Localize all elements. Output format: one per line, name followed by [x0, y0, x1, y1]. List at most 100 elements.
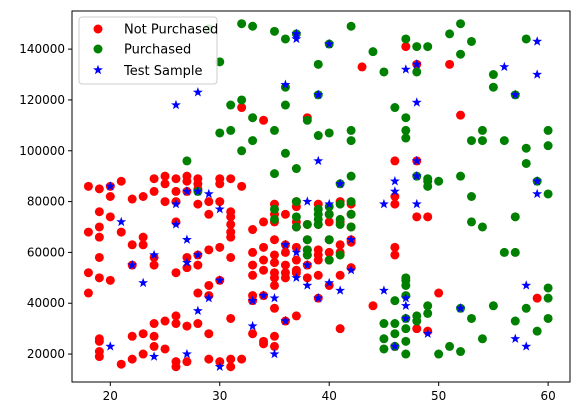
data-point [116, 227, 126, 237]
data-point [423, 212, 433, 222]
x-tick-label: 30 [212, 389, 227, 403]
data-point [226, 354, 236, 364]
data-point [401, 280, 411, 290]
test-sample-point [138, 277, 149, 288]
data-point [302, 219, 312, 229]
test-sample-point [346, 264, 357, 275]
data-point [226, 212, 236, 222]
data-point [149, 260, 159, 270]
data-point [390, 329, 400, 339]
test-sample-point [324, 198, 335, 209]
data-point [412, 212, 422, 222]
data-point [94, 207, 104, 217]
data-point [215, 128, 225, 138]
data-point [204, 209, 214, 219]
data-point [401, 133, 411, 143]
data-point [248, 260, 258, 270]
data-point [488, 82, 498, 92]
data-point [302, 115, 312, 125]
legend-marker-purchased [93, 44, 103, 54]
data-point [466, 192, 476, 201]
test-sample-point [171, 198, 181, 209]
data-point [83, 181, 93, 191]
data-point [390, 319, 400, 329]
test-sample-point [291, 28, 302, 39]
data-point [313, 59, 323, 69]
test-sample-point [247, 320, 258, 331]
data-point [521, 143, 531, 153]
data-point [171, 186, 181, 196]
data-point [456, 19, 466, 29]
data-point [423, 301, 433, 311]
data-point [488, 301, 498, 311]
data-point [280, 148, 290, 158]
test-sample-point [214, 361, 225, 371]
legend: Not Purchased Purchased Test Sample [78, 16, 218, 85]
test-sample-point [389, 186, 400, 196]
data-point [182, 156, 192, 166]
data-point [280, 209, 290, 219]
data-point [346, 222, 356, 232]
data-point [423, 308, 433, 318]
data-point [543, 313, 553, 323]
data-point [346, 136, 356, 146]
data-point [379, 334, 389, 344]
data-point [269, 125, 279, 135]
data-point [94, 336, 104, 346]
data-point [127, 331, 137, 341]
test-sample-point [280, 315, 291, 326]
data-point [248, 113, 258, 123]
test-sample-point [378, 198, 389, 209]
data-point [226, 219, 236, 229]
data-point [445, 59, 455, 69]
data-point [445, 29, 455, 39]
data-point [193, 199, 203, 209]
data-point [313, 219, 323, 229]
test-sample-point [192, 87, 203, 97]
data-point [94, 232, 104, 242]
test-sample-point [510, 333, 521, 344]
data-point [237, 146, 247, 156]
data-point [149, 341, 159, 351]
data-point [226, 100, 236, 110]
axis-ticks: 20 30 40 50 60 20000 40000 60000 80000 100000 1200… [19, 42, 556, 403]
data-point [412, 324, 422, 334]
data-point [171, 362, 181, 372]
data-point [543, 283, 553, 293]
data-point [401, 113, 411, 123]
data-point [259, 255, 269, 265]
data-point [94, 352, 104, 362]
data-point [313, 270, 323, 280]
data-point [434, 349, 444, 359]
data-point [412, 311, 422, 321]
data-point [324, 128, 334, 138]
data-point [346, 125, 356, 135]
data-point [171, 174, 181, 184]
data-point [543, 125, 553, 135]
data-point [204, 329, 214, 339]
data-point [488, 70, 498, 80]
data-point [324, 217, 334, 227]
data-point [379, 319, 389, 329]
data-point [335, 219, 345, 229]
data-point [248, 329, 258, 339]
data-point [291, 197, 301, 207]
data-point [237, 354, 247, 364]
y-tick-label: 140000 [19, 42, 65, 56]
data-point [521, 158, 531, 168]
data-point [521, 303, 531, 313]
data-point [248, 225, 258, 235]
data-point [280, 260, 290, 270]
data-point [346, 171, 356, 181]
data-point [368, 301, 378, 311]
test-sample-point [181, 348, 192, 359]
data-point [401, 42, 411, 52]
data-point [412, 42, 422, 52]
test-sample-point [411, 155, 422, 166]
data-point [291, 164, 301, 174]
data-point [149, 319, 159, 329]
series-test-sample [105, 28, 543, 371]
data-point [269, 280, 279, 290]
test-sample-point [400, 64, 411, 74]
